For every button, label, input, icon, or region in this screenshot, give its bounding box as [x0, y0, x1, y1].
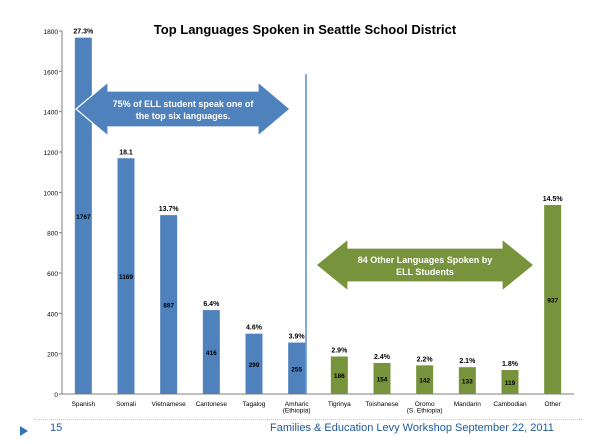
bar: [458, 367, 476, 394]
bar: [373, 362, 391, 394]
y-tick-label: 800: [47, 231, 58, 238]
bar-percent-label: 2.4%: [374, 354, 391, 361]
x-tick-label: Mandarin: [454, 401, 481, 408]
bar: [288, 342, 306, 394]
bar-value-label: 1169: [119, 274, 133, 281]
y-tick-label: 1000: [44, 190, 59, 197]
bar-series: [74, 37, 562, 394]
bar-percent-label: 27.3%: [73, 29, 94, 36]
footer-divider: [34, 419, 582, 420]
y-tick-label: 0: [54, 392, 58, 399]
bar-chart: Top Languages Spoken in Seattle School D…: [44, 22, 574, 415]
bar-value-label: 416: [206, 350, 217, 357]
chart-axes: 0 200 400 600 800 1000 1200 1400 1600 1800: [44, 29, 574, 399]
y-tick-label: 400: [47, 311, 58, 318]
x-tick-label: Oromo (S. Ethiopia): [407, 401, 443, 415]
y-tick-label: 600: [47, 271, 58, 278]
bar-percent-label: 18.1: [119, 149, 133, 156]
bar-value-label: 887: [163, 303, 174, 310]
bar-percent-label: 14.5%: [543, 196, 564, 203]
annotation-text-left-group: 75% of ELL student speak one of the top s…: [113, 99, 255, 121]
slide-number: 15: [50, 422, 63, 434]
y-tick-label: 1400: [44, 110, 59, 117]
bar: [544, 205, 562, 394]
bar-value-label: 255: [291, 366, 302, 373]
data-labels: 1767 27.3% Spanish 1169 18.1 Somali 887 13.7% Vi…: [72, 29, 564, 415]
annotation-arrows: 75% of ELL student speak one of the top s…: [75, 80, 535, 293]
bar-percent-label: 6.4%: [203, 301, 220, 308]
footer-triangle-icon: [20, 426, 28, 436]
bar-value-label: 133: [462, 379, 473, 386]
x-tick-label: Spanish: [72, 401, 96, 408]
bar: [202, 310, 220, 394]
bar-value-label: 186: [334, 373, 345, 380]
bar: [117, 158, 135, 394]
bar-value-label: 299: [249, 362, 260, 369]
chart-title: Top Languages Spoken in Seattle School D…: [154, 22, 457, 37]
bar-percent-label: 13.7%: [159, 206, 180, 213]
bar-value-label: 937: [547, 298, 558, 305]
x-tick-label: Vietnamese: [152, 401, 187, 408]
y-tick-label: 1600: [44, 69, 59, 76]
bar-percent-label: 1.8%: [502, 361, 519, 368]
annotation-arrow-left-group: [75, 80, 291, 138]
annotation-arrow-right-group: [315, 237, 535, 293]
x-tick-label: Tagalog: [243, 401, 266, 408]
bar-percent-label: 2.1%: [459, 358, 476, 365]
bar-percent-label: 3.9%: [289, 334, 306, 341]
y-tick-label: 1200: [44, 150, 59, 157]
y-tick-label: 200: [47, 352, 58, 359]
x-tick-label: Cantonese: [196, 401, 228, 408]
x-tick-label: Cambodian: [493, 401, 527, 408]
bar: [74, 37, 92, 394]
x-tick-label: Other: [545, 401, 562, 408]
x-tick-label: Toishanese: [366, 401, 399, 408]
bar: [245, 333, 263, 394]
footer-text: Families & Education Levy Workshop Septe…: [270, 422, 554, 434]
bar: [330, 356, 348, 394]
bar-percent-label: 2.2%: [417, 356, 434, 363]
bar-value-label: 119: [505, 380, 516, 387]
bar-percent-label: 2.9%: [331, 347, 348, 354]
annotation-text-right-group: 84 Other Languages Spoken by ELL Students: [358, 255, 493, 277]
bar-value-label: 154: [377, 376, 388, 383]
y-tick-label: 1800: [44, 29, 59, 36]
slide-footer: 15 Families & Education Levy Workshop Se…: [0, 418, 592, 444]
bar-value-label: 142: [419, 378, 430, 385]
bar-value-label: 1767: [76, 214, 91, 221]
bar-percent-label: 4.6%: [246, 325, 263, 332]
bar: [416, 365, 434, 394]
bar: [501, 370, 519, 394]
bar: [160, 215, 178, 394]
x-tick-label: Tigrinya: [328, 401, 351, 408]
x-tick-label: Somali: [116, 401, 136, 408]
x-tick-label: Amharic (Ethiopia): [283, 401, 311, 415]
